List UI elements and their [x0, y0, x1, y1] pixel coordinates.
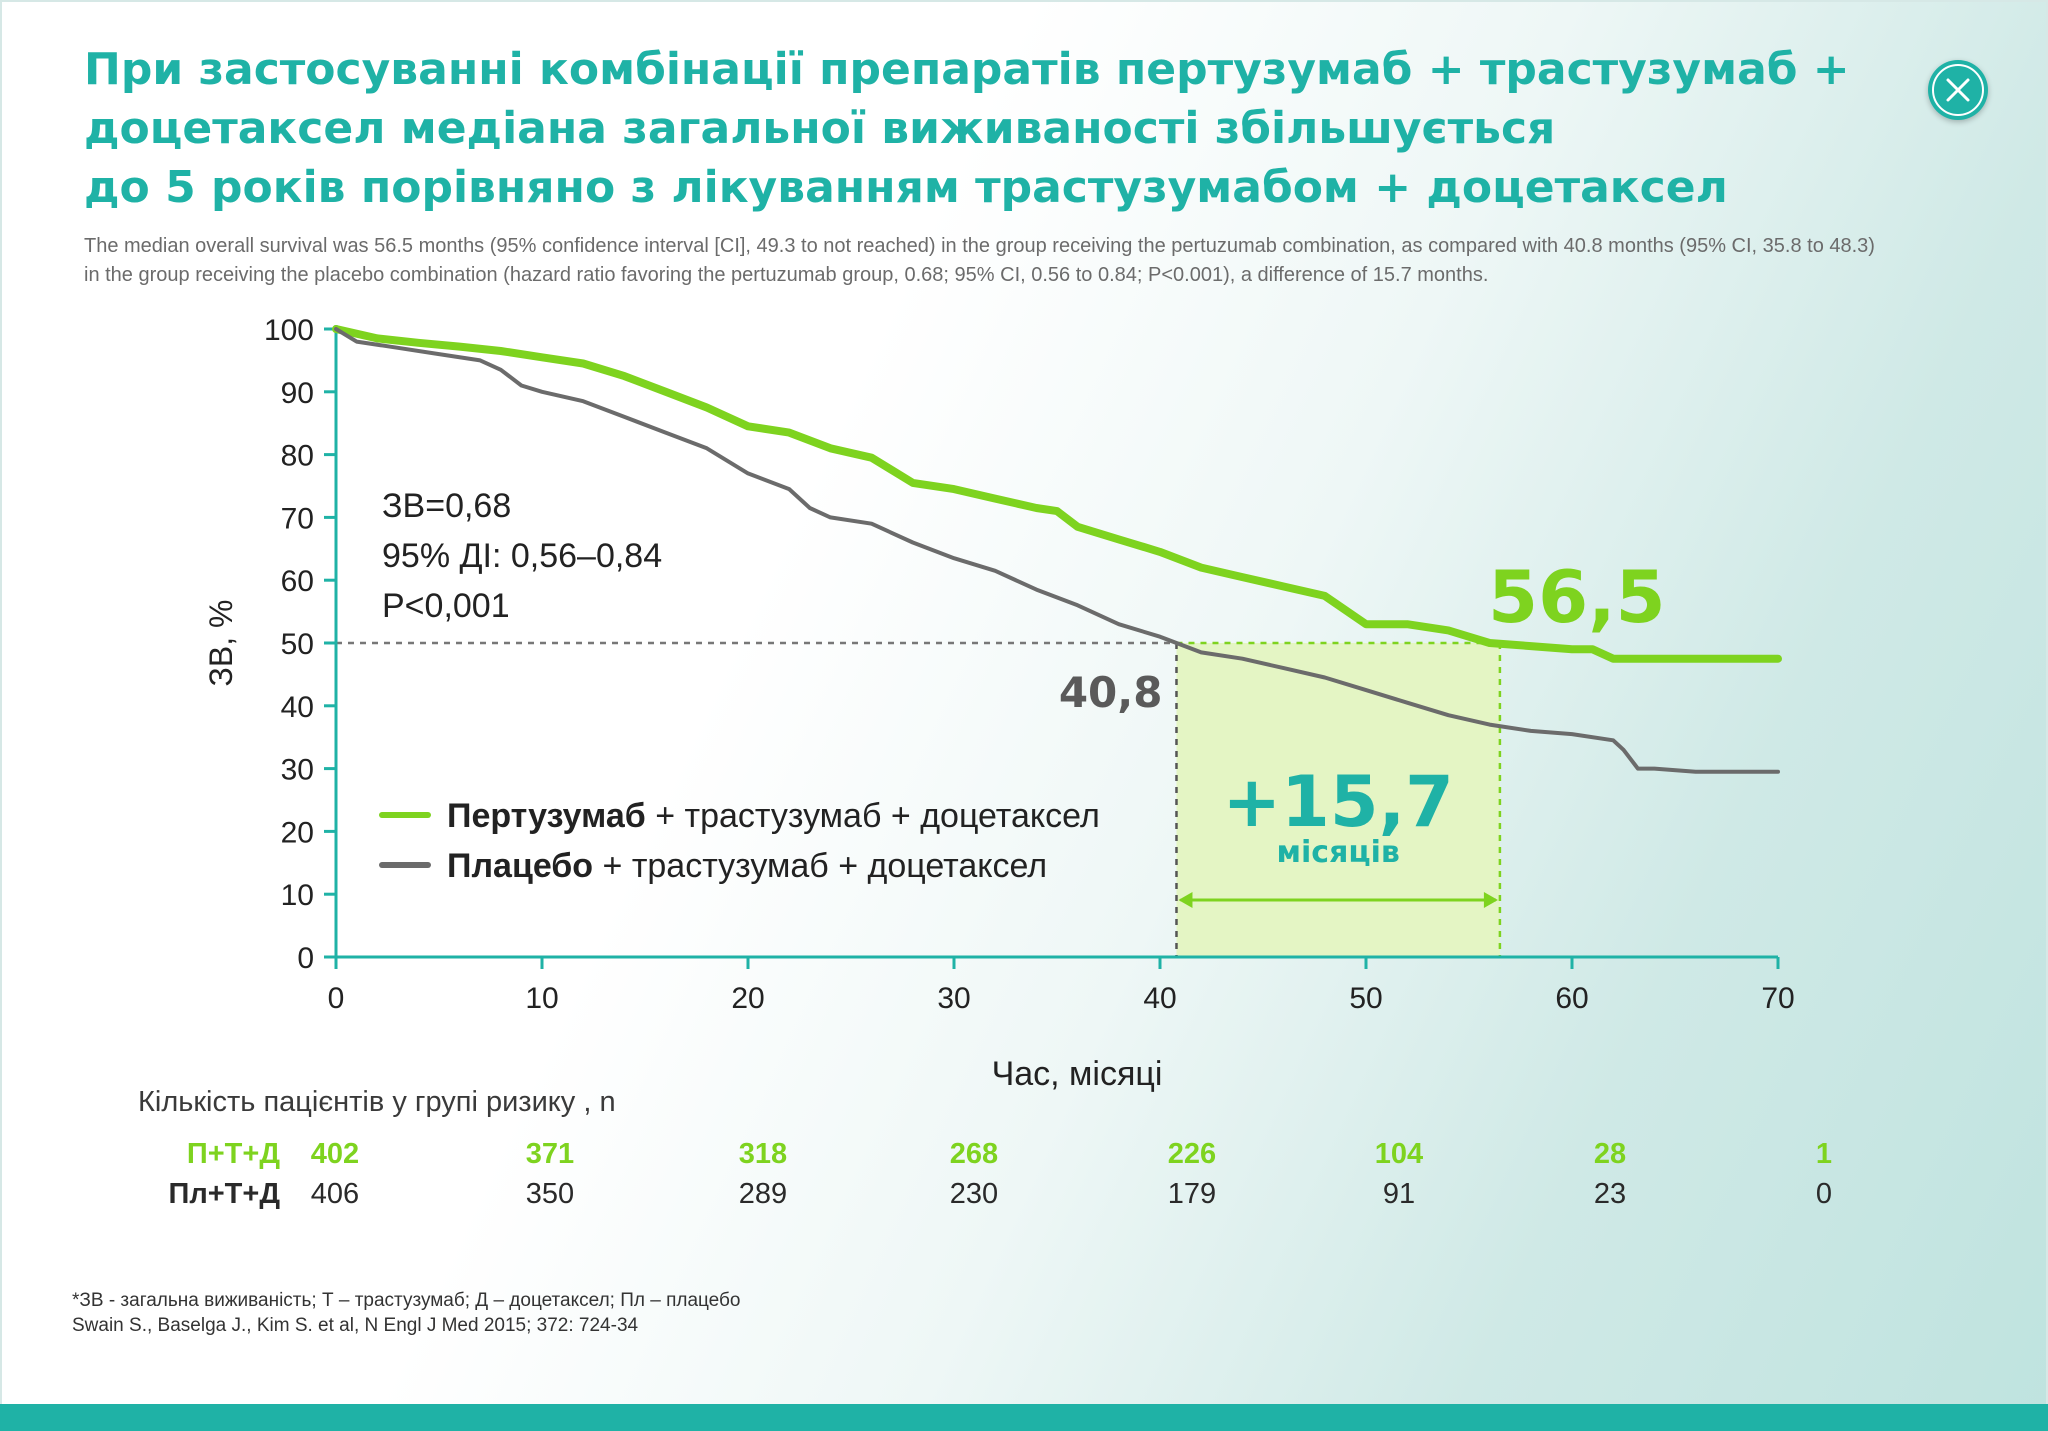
- risk-value: 230: [949, 1178, 999, 1210]
- x-tick-label: 50: [1349, 982, 1382, 1015]
- risk-value: 91: [1382, 1178, 1416, 1210]
- risk-row-pertuzumab: П+Т+Д 402 371 318 268 226 104 28 1: [0, 1138, 2048, 1178]
- series-line-pertuzumab: [332, 325, 1782, 663]
- pertuzumab-median-label: 56,5: [1488, 555, 1666, 639]
- bottom-bar: [0, 1404, 2048, 1431]
- y-tick-label: 40: [281, 691, 314, 724]
- y-tick-label: 60: [281, 565, 314, 598]
- x-tick-label: 40: [1143, 982, 1176, 1015]
- close-icon: [1932, 64, 1984, 116]
- y-tick-label: 10: [281, 879, 314, 912]
- study-summary: The median overall survival was 56.5 mon…: [84, 232, 1964, 290]
- x-tick-label: 0: [328, 982, 345, 1015]
- x-tick-label: 30: [937, 982, 970, 1015]
- placebo-median-label: 40,8: [1059, 668, 1163, 717]
- y-tick-label: 30: [281, 754, 314, 787]
- y-tick-label: 90: [281, 377, 314, 410]
- risk-value: 23: [1593, 1178, 1627, 1210]
- risk-value: 1: [1815, 1138, 1833, 1170]
- risk-value: 371: [525, 1138, 575, 1170]
- y-tick-label: 80: [281, 440, 314, 473]
- x-tick-label: 60: [1555, 982, 1588, 1015]
- footnote-reference: Swain S., Baselga J., Kim S. et al, N En…: [72, 1315, 639, 1336]
- difference-unit-label: місяців: [1277, 835, 1400, 870]
- risk-value: 318: [738, 1138, 788, 1170]
- stat-line: P<0,001: [382, 587, 510, 625]
- legend-entry-rest: + трастузумаб + доцетаксел: [646, 797, 1100, 835]
- stat-line: ЗВ=0,68: [382, 487, 511, 525]
- title-line-3: до 5 років порівняно з лікуванням трасту…: [84, 162, 1728, 213]
- legend-entry-name: Пертузумаб: [447, 797, 646, 835]
- title-line-2: доцетаксел медіана загальної виживаності…: [84, 103, 1556, 154]
- x-tick-label: 70: [1761, 982, 1794, 1015]
- y-tick-label: 50: [281, 628, 314, 661]
- y-tick-label: 70: [281, 502, 314, 535]
- y-tick-label: 20: [281, 816, 314, 849]
- footnote-abbreviations: *ЗВ - загальна виживаність; Т – трастузу…: [72, 1290, 741, 1311]
- risk-value: 226: [1167, 1138, 1217, 1170]
- x-axis-title: Час, місяці: [992, 1055, 1163, 1093]
- legend-entry-rest: + трастузумаб + доцетаксел: [593, 847, 1047, 885]
- risk-value: 350: [525, 1178, 575, 1210]
- risk-value: 289: [738, 1178, 788, 1210]
- x-tick-label: 20: [731, 982, 764, 1015]
- stat-line: 95% ДІ: 0,56–0,84: [382, 537, 662, 575]
- risk-value: 268: [949, 1138, 999, 1170]
- risk-value: 28: [1593, 1138, 1627, 1170]
- page-title: При застосуванні комбінації препаратів п…: [84, 40, 1884, 217]
- risk-value: 104: [1374, 1138, 1424, 1170]
- footnote: *ЗВ - загальна виживаність; Т – трастузу…: [72, 1288, 741, 1338]
- legend-entry: Пертузумаб + трастузумаб + доцетаксел: [447, 797, 1100, 835]
- median-difference-band: [1176, 643, 1500, 957]
- title-line-1: При застосуванні комбінації препаратів п…: [84, 44, 1850, 95]
- risk-value: 402: [310, 1138, 360, 1170]
- close-button[interactable]: [1928, 60, 1988, 120]
- legend-entry: Плацебо + трастузумаб + доцетаксел: [447, 847, 1047, 885]
- risk-row-placebo: Пл+Т+Д 406 350 289 230 179 91 23 0: [0, 1178, 2048, 1218]
- y-tick-label: 100: [264, 314, 314, 347]
- x-tick-label: 10: [525, 982, 558, 1015]
- legend-entry-name: Плацебо: [447, 847, 593, 885]
- y-axis-title: ЗВ, %: [203, 600, 239, 687]
- y-tick-label: 0: [297, 942, 314, 975]
- risk-value: 0: [1815, 1178, 1833, 1210]
- series-line-placebo: [334, 327, 1780, 774]
- arrow-right-icon: [1483, 892, 1498, 908]
- risk-row-label: Пл+Т+Д: [168, 1178, 280, 1210]
- risk-row-label: П+Т+Д: [186, 1138, 280, 1170]
- risk-table-title: Кількість пацієнтів у групі ризику , n: [138, 1086, 616, 1118]
- risk-value: 179: [1167, 1178, 1217, 1210]
- summary-line-1: The median overall survival was 56.5 mon…: [84, 235, 1875, 257]
- difference-label: +15,7: [1223, 761, 1454, 843]
- summary-line-2: in the group receiving the placebo combi…: [84, 264, 1489, 286]
- risk-value: 406: [310, 1178, 360, 1210]
- arrow-left-icon: [1178, 892, 1193, 908]
